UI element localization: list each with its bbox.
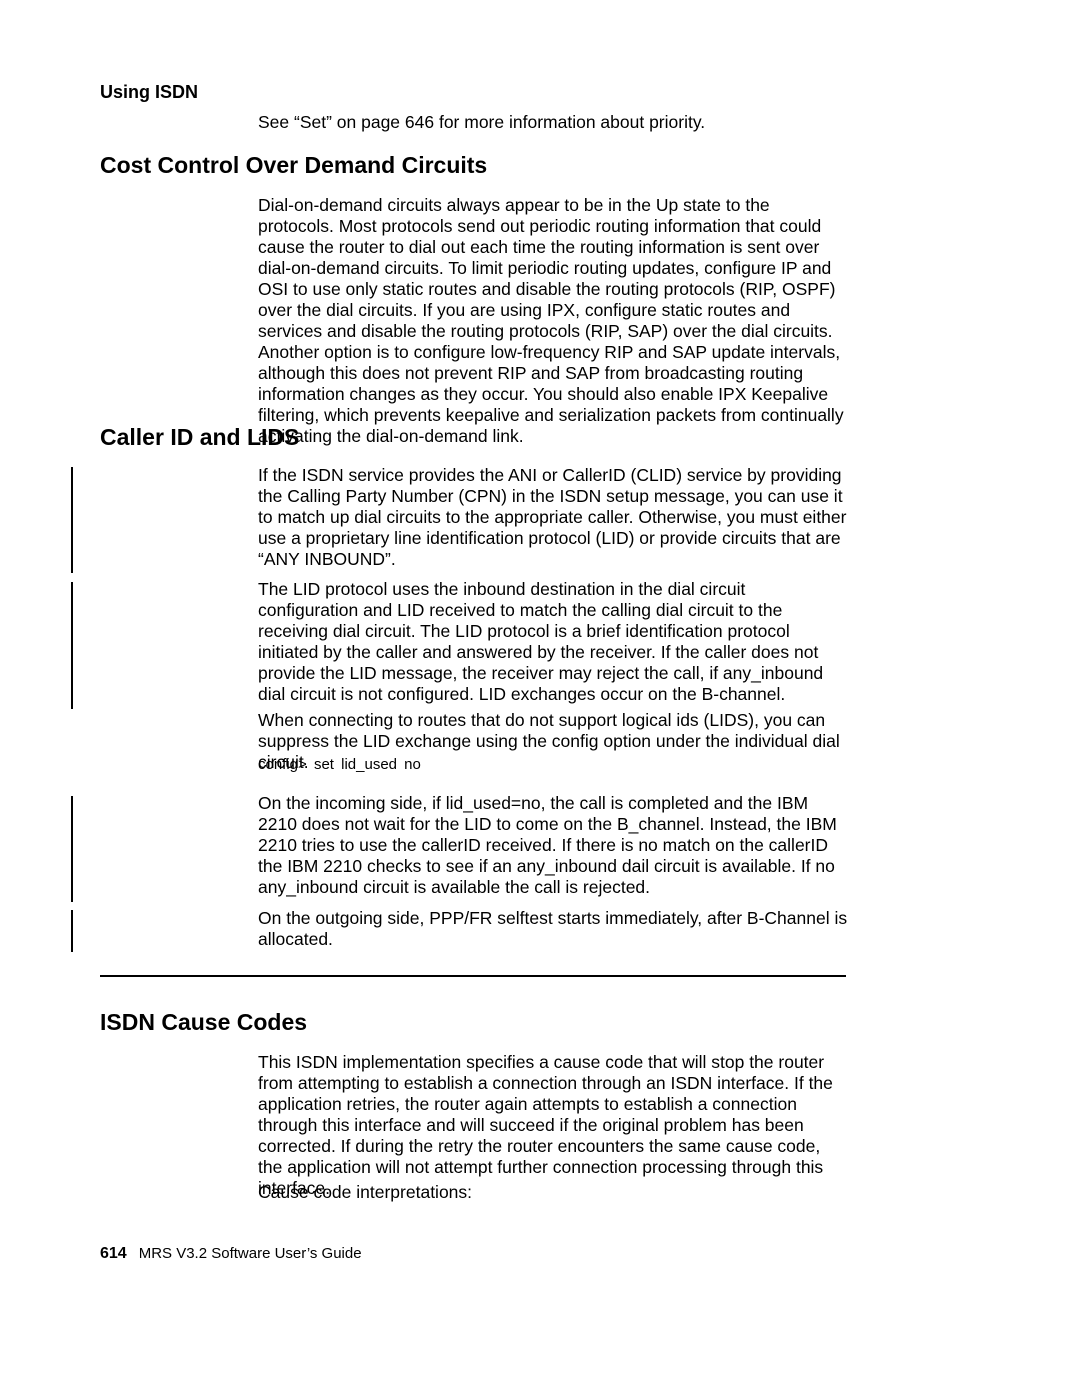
paragraph-caller-id-2: The LID protocol uses the inbound destin… — [258, 579, 848, 705]
heading-cost-control: Cost Control Over Demand Circuits — [100, 152, 487, 179]
revision-bar — [71, 910, 73, 952]
intro-text: See “Set” on page 646 for more informati… — [258, 112, 705, 133]
heading-cause-codes: ISDN Cause Codes — [100, 1009, 307, 1036]
heading-caller-id: Caller ID and LIDS — [100, 424, 299, 451]
paragraph-caller-id-4: On the incoming side, if lid_used=no, th… — [258, 793, 848, 898]
book-title: MRS V3.2 Software User’s Guide — [139, 1245, 362, 1262]
document-page: Using ISDN See “Set” on page 646 for mor… — [0, 0, 1080, 1397]
revision-bar — [71, 582, 73, 709]
paragraph-caller-id-5: On the outgoing side, PPP/FR selftest st… — [258, 908, 848, 950]
paragraph-cause-codes-1: This ISDN implementation specifies a cau… — [258, 1052, 848, 1199]
revision-bar — [71, 467, 73, 573]
config-command: config> set lid_used no — [258, 756, 421, 773]
section-header-label: Using ISDN — [100, 82, 198, 103]
paragraph-cause-codes-2: Cause code interpretations: — [258, 1182, 848, 1203]
paragraph-caller-id-1: If the ISDN service provides the ANI or … — [258, 465, 848, 570]
page-footer: 614 MRS V3.2 Software User’s Guide — [100, 1245, 362, 1263]
revision-bar — [71, 796, 73, 902]
paragraph-cost-control: Dial-on-demand circuits always appear to… — [258, 195, 848, 447]
page-number: 614 — [100, 1245, 127, 1262]
section-divider — [100, 975, 846, 977]
